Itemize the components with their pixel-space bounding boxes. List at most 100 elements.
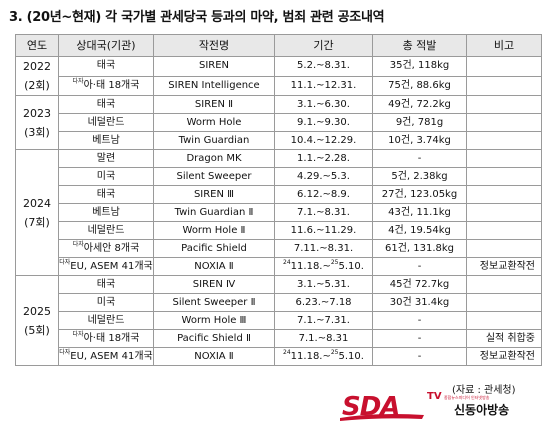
logo-swoosh bbox=[340, 414, 424, 421]
operation-cell: Pacific Shield bbox=[153, 239, 275, 258]
country-name: 아·태 18개국 bbox=[83, 79, 140, 91]
period-year-prefix: 25 bbox=[330, 348, 339, 356]
header-result: 총 적발 bbox=[372, 34, 467, 57]
table-header-row: 연도 상대국(기관) 작전명 기간 총 적발 비고 bbox=[15, 34, 542, 57]
remark-cell bbox=[466, 293, 542, 312]
year-count: (5회) bbox=[24, 323, 50, 337]
operation-cell: SIREN Ⅳ bbox=[153, 275, 275, 294]
year-count: (3회) bbox=[24, 125, 50, 139]
country-name: 태국 bbox=[96, 278, 116, 290]
period-cell: 7.11.~8.31. bbox=[274, 239, 373, 258]
country-name: 미국 bbox=[96, 296, 116, 308]
period-part: 5.10. bbox=[338, 350, 364, 362]
multilateral-prefix: 다자 bbox=[72, 240, 84, 248]
result-cell: 43건, 11.1kg bbox=[372, 203, 467, 222]
result-cell: - bbox=[372, 149, 467, 168]
period-year-prefix: 25 bbox=[330, 258, 339, 266]
result-cell: - bbox=[372, 311, 467, 330]
country-name: 아세안 8개국 bbox=[83, 242, 140, 254]
country-cell: 미국 bbox=[58, 293, 154, 312]
logo-subtitle: 종합뉴스미디어 인터넷방송 bbox=[444, 395, 490, 400]
multilateral-prefix: 다자 bbox=[59, 258, 71, 266]
operation-cell: Dragon MK bbox=[153, 149, 275, 168]
operation-cell: NOXIA Ⅱ bbox=[153, 347, 275, 366]
result-cell: - bbox=[372, 347, 467, 366]
year-cell: 2025 (5회) bbox=[15, 275, 59, 366]
period-part: 11.18.~ bbox=[290, 260, 331, 272]
country-name: 태국 bbox=[96, 188, 116, 200]
period-cell: 3.1.~5.31. bbox=[274, 275, 373, 294]
country-cell: 말련 bbox=[58, 149, 154, 168]
period-cell: 2411.18.~255.10. bbox=[274, 257, 373, 276]
operation-cell: NOXIA Ⅱ bbox=[153, 257, 275, 276]
table-row: 베트남 Twin Guardian 10.4.~12.29. 10건, 3.74kg bbox=[16, 131, 542, 150]
result-cell: 45건 72.7kg bbox=[372, 275, 467, 294]
operation-cell: Silent Sweeper bbox=[153, 167, 275, 186]
table-row: 네덜란드 Worm Hole Ⅲ 7.1.~7.31. - bbox=[16, 311, 542, 330]
country-name: EU, ASEM 41개국 bbox=[70, 260, 153, 272]
country-cell: 다자아·태 18개국 bbox=[58, 329, 154, 348]
remark-cell bbox=[466, 113, 542, 132]
year-value: 2022 bbox=[23, 60, 51, 73]
table-row: 다자아·태 18개국 Pacific Shield Ⅱ 7.1.~8.31- 실적 취… bbox=[16, 329, 542, 348]
table-row: 2024 (7회) 말련 Dragon MK 1.1.~2.28. - bbox=[15, 149, 542, 276]
period-cell: 7.1.~8.31 bbox=[274, 329, 373, 348]
table-row: 다자EU, ASEM 41개국 NOXIA Ⅱ 2411.18.~255.10. - 정… bbox=[16, 347, 542, 366]
logo-channel-name: 신동아방송 bbox=[454, 403, 510, 417]
header-country: 상대국(기관) bbox=[58, 34, 154, 57]
multilateral-prefix: 다자 bbox=[72, 330, 84, 338]
country-name: 네덜란드 bbox=[87, 116, 125, 128]
year-count: (2회) bbox=[24, 79, 50, 92]
country-name: 말련 bbox=[96, 152, 116, 164]
remark-cell bbox=[466, 167, 542, 186]
remark-cell bbox=[466, 75, 542, 96]
period-cell: 2411.18.~255.10. bbox=[274, 347, 373, 366]
country-cell: 다자EU, ASEM 41개국 bbox=[58, 257, 154, 276]
operation-cell: SIREN Ⅲ bbox=[153, 185, 275, 204]
multilateral-prefix: 다자 bbox=[59, 348, 71, 356]
country-cell: 다자아세안 8개국 bbox=[58, 239, 154, 258]
operation-cell: SIREN Ⅱ bbox=[153, 95, 275, 114]
result-cell: 61건, 131.8kg bbox=[372, 239, 467, 258]
year-cell: 2023 (3회) bbox=[15, 95, 59, 150]
remark-cell bbox=[466, 56, 542, 77]
operation-cell: SIREN bbox=[153, 56, 275, 77]
result-cell: - bbox=[372, 257, 467, 276]
result-cell: - bbox=[372, 329, 467, 348]
remark-cell: 실적 취합중 bbox=[466, 329, 542, 348]
period-part: 11.18.~ bbox=[290, 350, 331, 362]
country-name: 아·태 18개국 bbox=[83, 332, 140, 344]
table-row: 태국 SIREN Ⅲ 6.12.~8.9. 27건, 123.05kg bbox=[16, 185, 542, 204]
page-title: 3. (20년~현재) 각 국가별 관세당국 등과의 마약, 범죄 관련 공조내… bbox=[9, 10, 385, 25]
country-name: 네덜란드 bbox=[87, 224, 125, 236]
result-cell: 35건, 118kg bbox=[372, 56, 467, 77]
period-cell: 4.29.~5.3. bbox=[274, 167, 373, 186]
operation-cell: Twin Guardian bbox=[153, 131, 275, 150]
header-operation: 작전명 bbox=[153, 34, 275, 57]
period-cell: 7.1.~7.31. bbox=[274, 311, 373, 330]
header-remark: 비고 bbox=[466, 34, 542, 57]
remark-cell bbox=[466, 131, 542, 150]
source-note: (자료 : 관세청) bbox=[452, 385, 516, 396]
result-cell: 27건, 123.05kg bbox=[372, 185, 467, 204]
multilateral-prefix: 다자 bbox=[72, 77, 84, 85]
table-row: 2023 (3회) 태국 SIREN Ⅱ 3.1.~6.30. 49건, 72.2kg bbox=[15, 95, 542, 150]
operation-cell: Worm Hole bbox=[153, 113, 275, 132]
country-name: EU, ASEM 41개국 bbox=[70, 350, 153, 362]
operation-cell: Silent Sweeper Ⅱ bbox=[153, 293, 275, 312]
table-row: 베트남 Twin Guardian Ⅱ 7.1.~8.31. 43건, 11.1kg bbox=[16, 203, 542, 222]
table-row: 미국 Silent Sweeper 4.29.~5.3. 5건, 2.38kg bbox=[16, 167, 542, 186]
remark-cell bbox=[466, 185, 542, 204]
country-cell: 다자아·태 18개국 bbox=[58, 75, 154, 96]
remark-cell: 정보교환작전 bbox=[466, 257, 542, 276]
table-row: 다자아세안 8개국 Pacific Shield 7.11.~8.31. 61건, 1… bbox=[16, 239, 542, 258]
table-row: 네덜란드 Worm Hole 9.1.~9.30. 9건, 781g bbox=[16, 113, 542, 132]
remark-cell bbox=[466, 203, 542, 222]
table-row: 네덜란드 Worm Hole Ⅱ 11.6.~11.29. 4건, 19.54kg bbox=[16, 221, 542, 240]
country-cell: 태국 bbox=[58, 275, 154, 294]
remark-cell bbox=[466, 221, 542, 240]
country-cell: 태국 bbox=[58, 56, 154, 77]
header-year: 연도 bbox=[15, 34, 59, 57]
remark-cell bbox=[466, 95, 542, 114]
country-name: 네덜란드 bbox=[87, 314, 125, 326]
